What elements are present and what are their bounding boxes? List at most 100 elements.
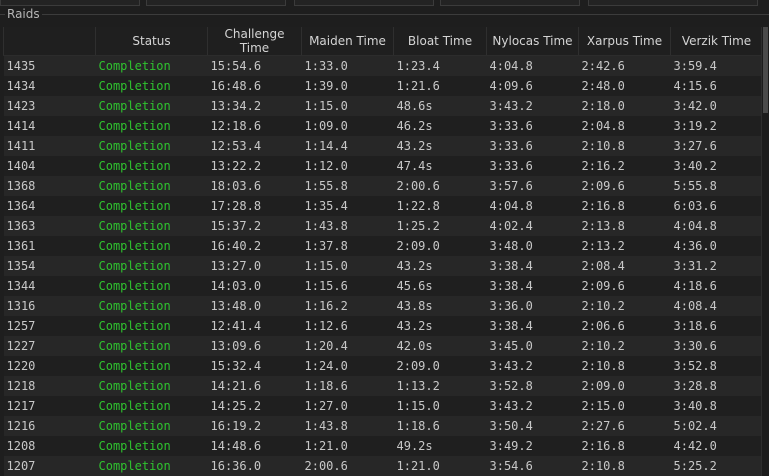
column-header-xarpus-time[interactable]: Xarpus Time <box>579 27 671 56</box>
nylocas-time-cell: 4:02.4 <box>487 216 579 236</box>
maiden-time-cell: 1:33.0 <box>302 56 394 77</box>
nylocas-time-cell: 3:49.2 <box>487 436 579 456</box>
status-cell: Completion <box>96 456 208 476</box>
maiden-time-cell: 1:55.8 <box>302 176 394 196</box>
nylocas-time-cell: 3:57.6 <box>487 176 579 196</box>
challenge-time-cell: 15:32.4 <box>208 356 302 376</box>
maiden-time-cell: 1:15.0 <box>302 256 394 276</box>
raid-id-cell: 1423 <box>4 96 96 116</box>
raid-id-cell: 1354 <box>4 256 96 276</box>
maiden-time-cell: 1:14.4 <box>302 136 394 156</box>
verzik-time-cell: 6:03.6 <box>671 196 763 216</box>
xarpus-time-cell: 2:27.6 <box>579 416 671 436</box>
verzik-time-cell: 4:15.6 <box>671 76 763 96</box>
nylocas-time-cell: 3:45.0 <box>487 336 579 356</box>
bloat-time-cell: 2:09.0 <box>394 356 487 376</box>
maiden-time-cell: 1:20.4 <box>302 336 394 356</box>
column-header-challenge-time[interactable]: Challenge Time <box>208 27 302 56</box>
verzik-time-cell: 3:40.8 <box>671 396 763 416</box>
challenge-time-cell: 18:03.6 <box>208 176 302 196</box>
challenge-time-cell: 12:18.6 <box>208 116 302 136</box>
xarpus-time-cell: 2:10.2 <box>579 336 671 356</box>
status-cell: Completion <box>96 356 208 376</box>
maiden-time-cell: 1:37.8 <box>302 236 394 256</box>
status-cell: Completion <box>96 196 208 216</box>
bloat-time-cell: 2:00.6 <box>394 176 487 196</box>
column-header-nylocas-time[interactable]: Nylocas Time <box>487 27 579 56</box>
column-header-status[interactable]: Status <box>96 27 208 56</box>
nylocas-time-cell: 3:48.0 <box>487 236 579 256</box>
bloat-time-cell: 49.2s <box>394 436 487 456</box>
verzik-time-cell: 5:25.2 <box>671 456 763 476</box>
challenge-time-cell: 13:27.0 <box>208 256 302 276</box>
status-cell: Completion <box>96 156 208 176</box>
challenge-time-cell: 14:21.6 <box>208 376 302 396</box>
top-tab-1[interactable] <box>0 0 140 6</box>
challenge-time-cell: 15:54.6 <box>208 56 302 77</box>
challenge-time-cell: 16:48.6 <box>208 76 302 96</box>
column-header-id[interactable] <box>4 27 96 56</box>
bloat-time-cell: 2:09.0 <box>394 236 487 256</box>
raid-id-cell: 1257 <box>4 316 96 336</box>
maiden-time-cell: 1:43.8 <box>302 216 394 236</box>
column-header-bloat-time[interactable]: Bloat Time <box>394 27 487 56</box>
verzik-time-cell: 3:31.2 <box>671 256 763 276</box>
challenge-time-cell: 13:48.0 <box>208 296 302 316</box>
xarpus-time-cell: 2:10.8 <box>579 456 671 476</box>
scrollbar-thumb[interactable] <box>763 27 768 113</box>
nylocas-time-cell: 3:50.4 <box>487 416 579 436</box>
maiden-time-cell: 1:15.6 <box>302 276 394 296</box>
table-header-row: Status Challenge Time Maiden Time Bloat … <box>4 27 763 56</box>
bloat-time-cell: 43.2s <box>394 316 487 336</box>
xarpus-time-cell: 2:48.0 <box>579 76 671 96</box>
column-header-maiden-time[interactable]: Maiden Time <box>302 27 394 56</box>
status-cell: Completion <box>96 136 208 156</box>
verzik-time-cell: 3:40.2 <box>671 156 763 176</box>
status-cell: Completion <box>96 56 208 77</box>
nylocas-time-cell: 4:04.8 <box>487 196 579 216</box>
xarpus-time-cell: 2:06.6 <box>579 316 671 336</box>
bloat-time-cell: 1:18.6 <box>394 416 487 436</box>
top-tab-4[interactable] <box>440 0 580 6</box>
raids-panel: Raids Status Challenge Time Maiden Time <box>0 14 769 476</box>
raid-id-cell: 1361 <box>4 236 96 256</box>
column-header-verzik-time[interactable]: Verzik Time <box>671 27 763 56</box>
nylocas-time-cell: 3:43.2 <box>487 96 579 116</box>
vertical-scrollbar[interactable] <box>761 27 769 476</box>
top-tab-2[interactable] <box>146 0 286 6</box>
top-tab-3[interactable] <box>294 0 434 6</box>
challenge-time-cell: 15:37.2 <box>208 216 302 236</box>
raid-id-cell: 1363 <box>4 216 96 236</box>
xarpus-time-cell: 2:09.6 <box>579 176 671 196</box>
challenge-time-cell: 12:53.4 <box>208 136 302 156</box>
xarpus-time-cell: 2:13.8 <box>579 216 671 236</box>
top-tab-5[interactable] <box>588 0 758 6</box>
verzik-time-cell: 3:59.4 <box>671 56 763 77</box>
xarpus-time-cell: 2:09.6 <box>579 276 671 296</box>
raid-id-cell: 1316 <box>4 296 96 316</box>
bloat-time-cell: 43.8s <box>394 296 487 316</box>
maiden-time-cell: 1:15.0 <box>302 96 394 116</box>
status-cell: Completion <box>96 396 208 416</box>
